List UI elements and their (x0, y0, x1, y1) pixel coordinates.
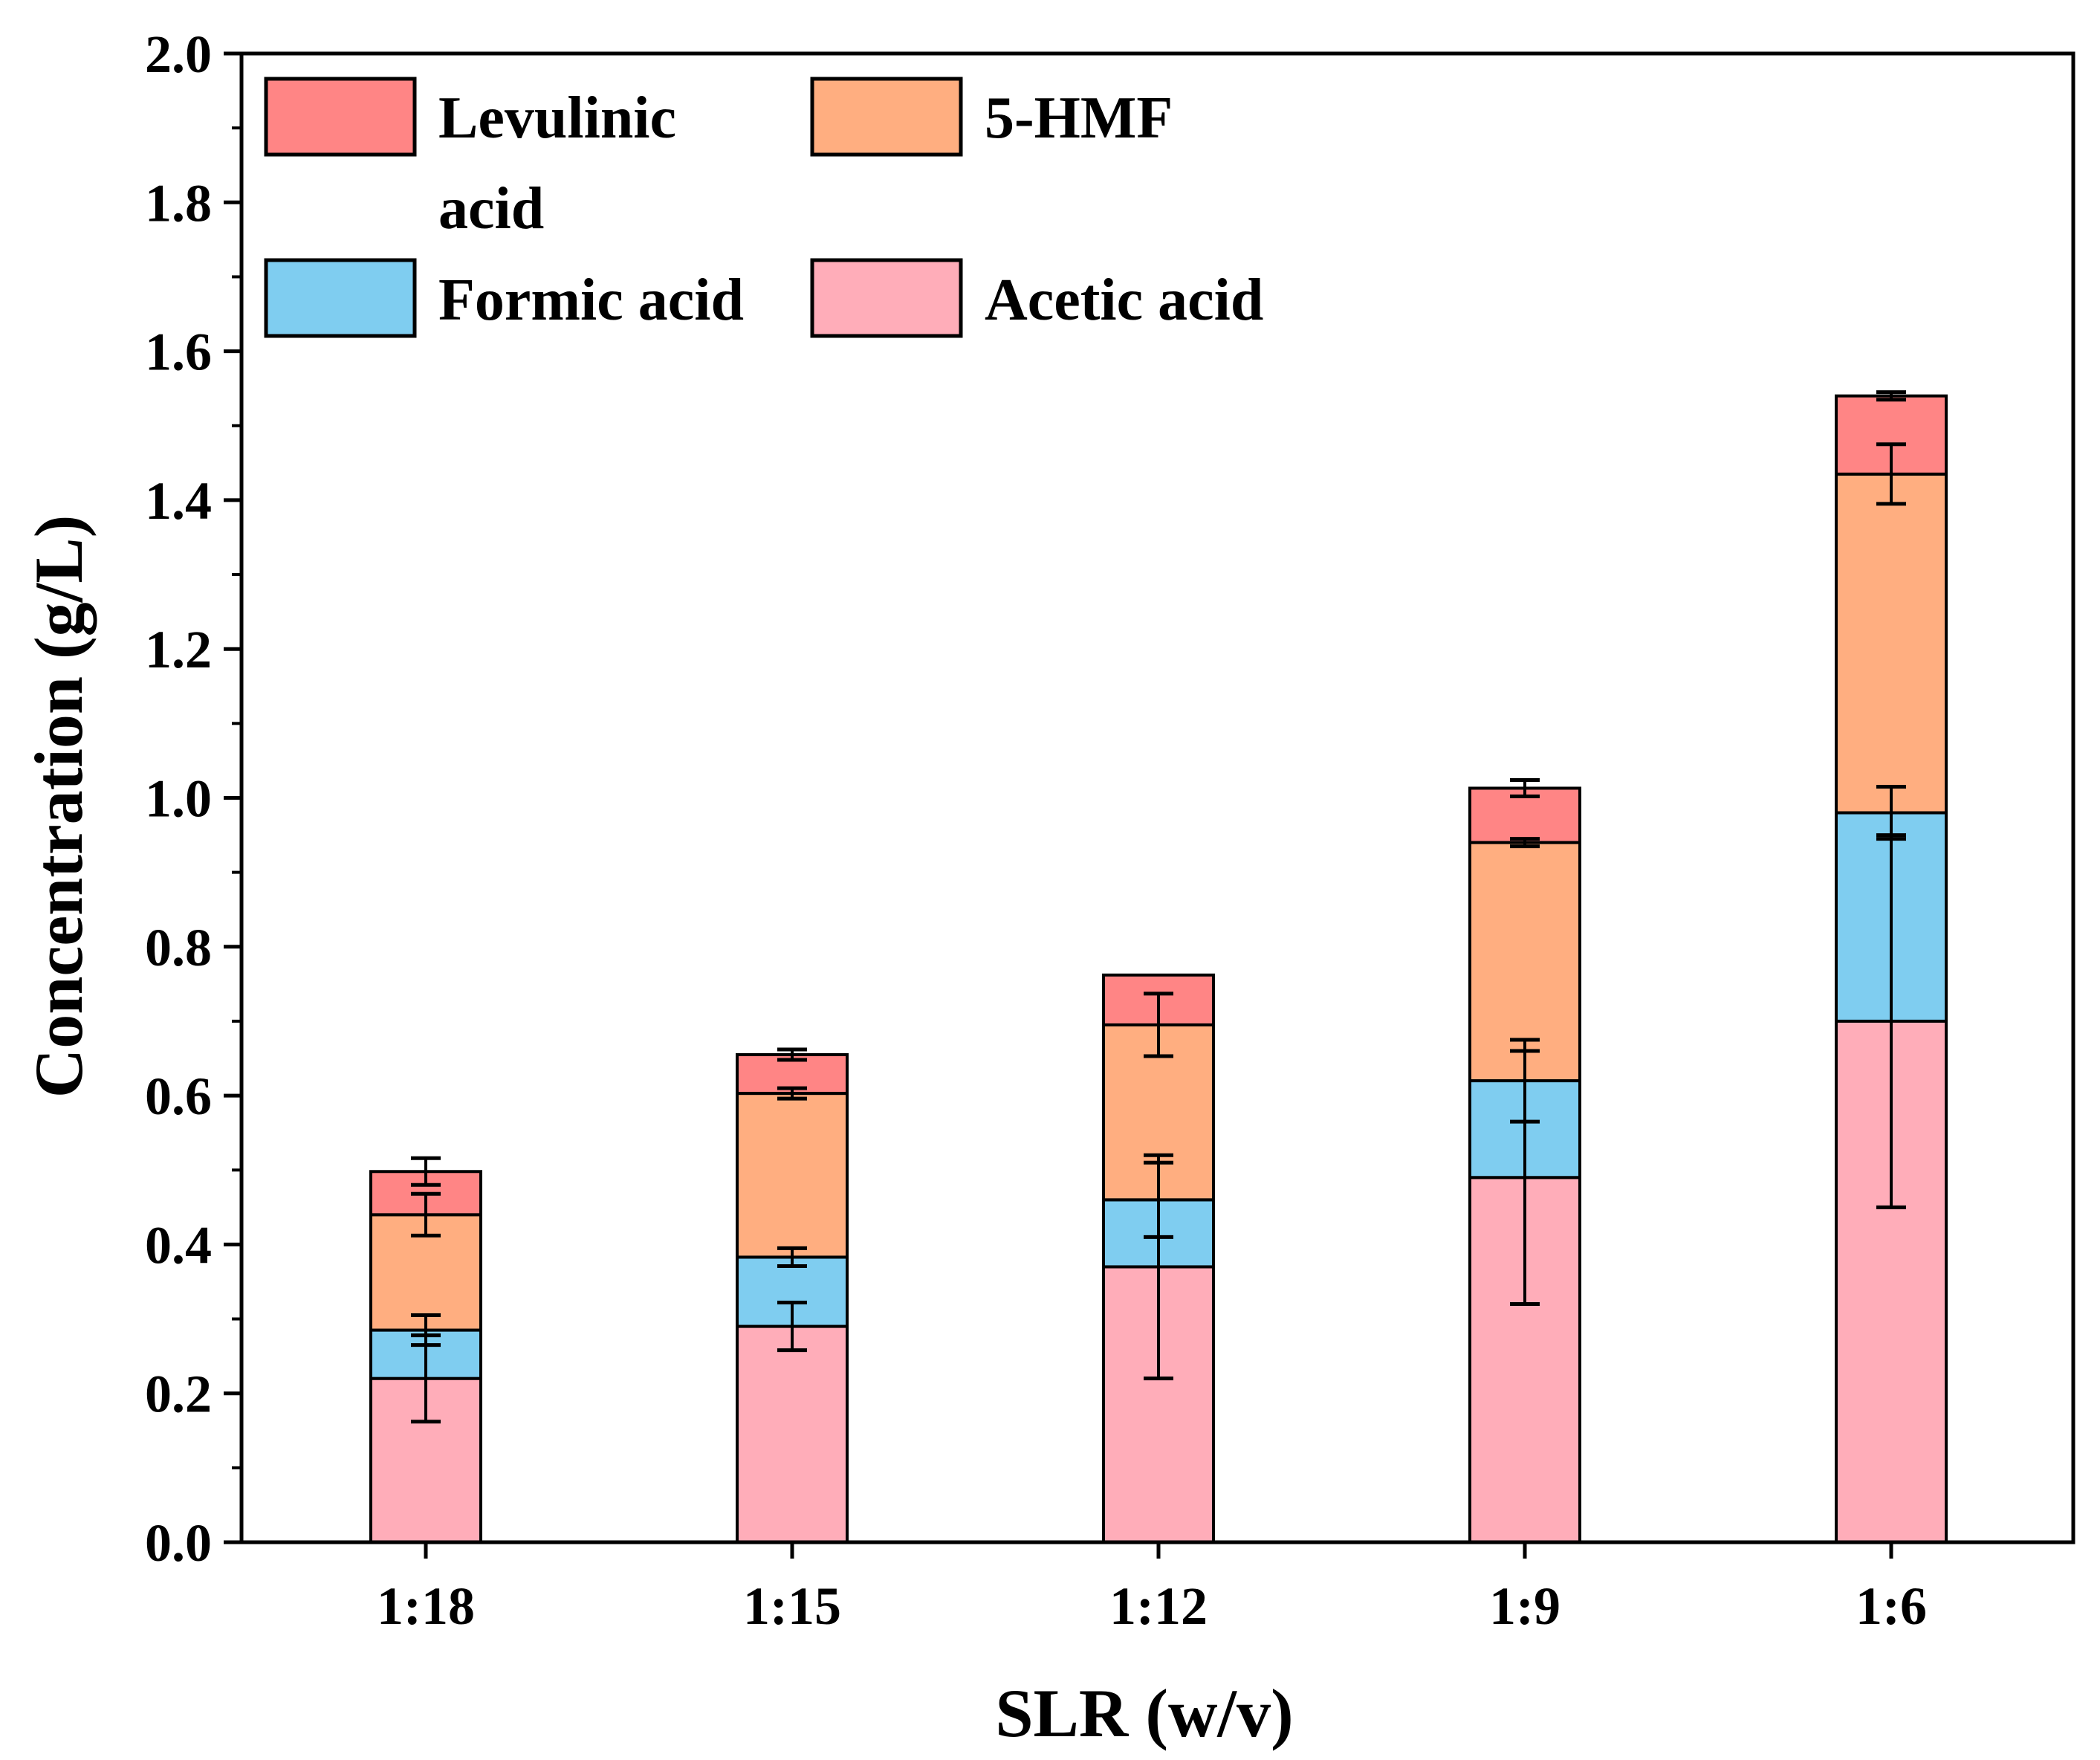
y-tick-label: 0.6 (145, 1067, 212, 1126)
y-tick-label: 0.0 (145, 1513, 212, 1573)
legend-label: Acetic acid (985, 268, 1263, 333)
legend-swatch (810, 77, 963, 157)
bar-segment (1835, 1019, 1948, 1544)
x-tick-label: 1:18 (377, 1576, 475, 1636)
x-axis-label: SLR (w/v) (995, 1675, 1293, 1751)
y-axis-label: Concentration (g/L) (21, 515, 97, 1098)
y-tick-label: 0.8 (145, 918, 212, 977)
y-tick-label: 1.2 (145, 620, 212, 679)
x-tick-label: 1:9 (1489, 1576, 1561, 1636)
bar-segment (736, 1092, 849, 1259)
axes-layer: 0.0 0.2 0.4 0.6 0.8 1.0 1.2 1.4 1.6 1.8 2.0 1:18 1:1… (145, 25, 2075, 1636)
y-tick-label: 1.8 (145, 173, 212, 233)
y-tick-label: 0.2 (145, 1365, 212, 1424)
x-tick-label: 1:12 (1109, 1576, 1208, 1636)
y-tick-label: 1.4 (145, 471, 212, 531)
x-tick-label: 1:15 (743, 1576, 841, 1636)
legend-label: acid (438, 176, 544, 242)
error-bars-layer (411, 390, 1906, 1424)
legend: Levulinic acid 5-HMF Formic acid Acetic acid (264, 77, 1263, 338)
bars-layer (369, 394, 1948, 1544)
legend-label: Levulinic (438, 85, 676, 151)
y-tick-label: 1.6 (145, 323, 212, 382)
y-tick-label: 1.0 (145, 769, 212, 829)
legend-swatch (810, 258, 963, 338)
bar-segment (736, 1324, 849, 1544)
legend-swatch (264, 258, 417, 338)
legend-swatch (264, 77, 417, 157)
x-tick-label: 1:6 (1856, 1576, 1927, 1636)
bar-segment (1835, 472, 1948, 815)
y-tick-label: 2.0 (145, 25, 212, 84)
y-tick-label: 0.4 (145, 1215, 212, 1275)
legend-label: 5-HMF (985, 85, 1173, 151)
legend-label: Formic acid (438, 268, 744, 333)
